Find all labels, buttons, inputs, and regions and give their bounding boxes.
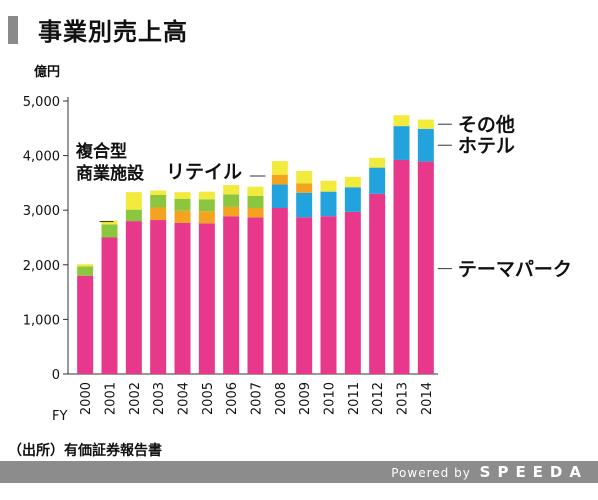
bar-segment	[223, 216, 240, 374]
bar-segment	[101, 220, 118, 225]
bar-segment	[101, 237, 118, 374]
x-tick-label: 2014	[420, 382, 435, 415]
bar-segment	[77, 264, 94, 267]
bar-segment	[344, 176, 361, 188]
footer-text: Powered by SPEEDA	[391, 463, 588, 481]
bar-segment	[77, 275, 94, 374]
y-tick-label: 1,000	[23, 313, 60, 328]
bar-segment	[77, 266, 94, 276]
x-tick-label: 2013	[396, 382, 411, 415]
bar-segment	[320, 180, 337, 192]
bar-segment	[296, 170, 313, 184]
bar-segment	[247, 196, 264, 209]
bar-segment	[344, 211, 361, 374]
x-tick-label: 2001	[104, 382, 119, 415]
y-tick-label: 5,000	[23, 95, 60, 110]
bar-segment	[223, 194, 240, 207]
bar-segment	[369, 193, 386, 374]
bar-segment	[393, 115, 410, 127]
bar-segment	[369, 157, 386, 168]
title-marker	[8, 16, 18, 44]
bar-segment	[247, 217, 264, 374]
bar-segment	[150, 207, 167, 221]
bar-segment	[320, 191, 337, 217]
label-fukugo-line: 商業施設	[76, 163, 145, 184]
bar-segment	[198, 211, 215, 224]
footer-bar: Powered by SPEEDA	[0, 461, 598, 483]
x-tick-label: 2002	[128, 382, 143, 415]
bar-segment	[296, 183, 313, 193]
x-tick-label: 2006	[225, 382, 240, 415]
bar-segment	[417, 128, 434, 162]
bar-segment	[417, 119, 434, 129]
bar-segment	[223, 185, 240, 195]
bar-segment	[296, 192, 313, 218]
bar-segment	[125, 192, 142, 210]
bar-segment	[247, 186, 264, 197]
bar-segment	[393, 159, 410, 374]
bar-segment	[125, 209, 142, 222]
bar-segment	[174, 198, 191, 211]
bar-segment	[150, 220, 167, 374]
bar-segment	[369, 167, 386, 194]
bar-segment	[150, 190, 167, 195]
x-tick-label: 2007	[250, 382, 265, 415]
x-tick-label: 2000	[79, 382, 94, 415]
label-sonota: その他	[458, 113, 515, 136]
bar-segment	[393, 126, 410, 160]
label-retail: リテイル	[166, 161, 242, 183]
bar-segment	[223, 206, 240, 217]
x-tick-label: 2003	[152, 382, 167, 415]
bar-segment	[247, 208, 264, 218]
bar-segment	[271, 184, 288, 209]
bar-segment	[271, 161, 288, 175]
bar-segment	[271, 174, 288, 185]
y-tick-label: 3,000	[23, 204, 60, 219]
bar-segment	[174, 210, 191, 223]
y-tick-label: 0	[52, 368, 60, 383]
x-tick-label: 2005	[201, 382, 216, 415]
bar-segment	[296, 217, 313, 374]
bar-segment	[320, 216, 337, 374]
bar-chart: 億円 0 1,000 2,000 3,000 4,000 5,000 2000 2001 2002…	[23, 64, 572, 424]
bar-segment	[174, 222, 191, 374]
label-fukugo-line: 複合型	[75, 141, 127, 162]
bar-segment	[101, 224, 118, 238]
bar-segment	[150, 194, 167, 208]
label-hotel: ホテル	[458, 135, 515, 157]
bar-segment	[198, 223, 215, 374]
bar-segment	[271, 208, 288, 374]
x-tick-label: 2012	[371, 382, 386, 415]
x-tick-label: 2008	[274, 382, 289, 415]
y-tick-label: 4,000	[23, 150, 60, 165]
bar-segment	[174, 192, 191, 199]
bar-segment	[344, 187, 361, 212]
bar-segment	[198, 191, 215, 200]
label-theme-park: テーマパーク	[458, 259, 572, 281]
bar-segment	[125, 221, 142, 374]
bar-segment	[417, 161, 434, 374]
bar-segment	[198, 199, 215, 212]
x-tick-label: 2010	[323, 382, 338, 415]
y-tick-label: 2,000	[23, 259, 60, 274]
source-note: （出所）有価証券報告書	[8, 443, 162, 459]
x-tick-label: 2011	[347, 382, 362, 415]
x-axis-label: FY	[52, 409, 67, 424]
powered-by-label: Powered by	[391, 466, 471, 480]
y-axis-unit-label: 億円	[34, 64, 60, 80]
x-tick-label: 2009	[298, 382, 313, 415]
x-tick-label: 2004	[177, 382, 192, 415]
chart-title: 事業別売上高	[38, 18, 188, 46]
speeda-logo: SPEEDA	[479, 463, 588, 481]
